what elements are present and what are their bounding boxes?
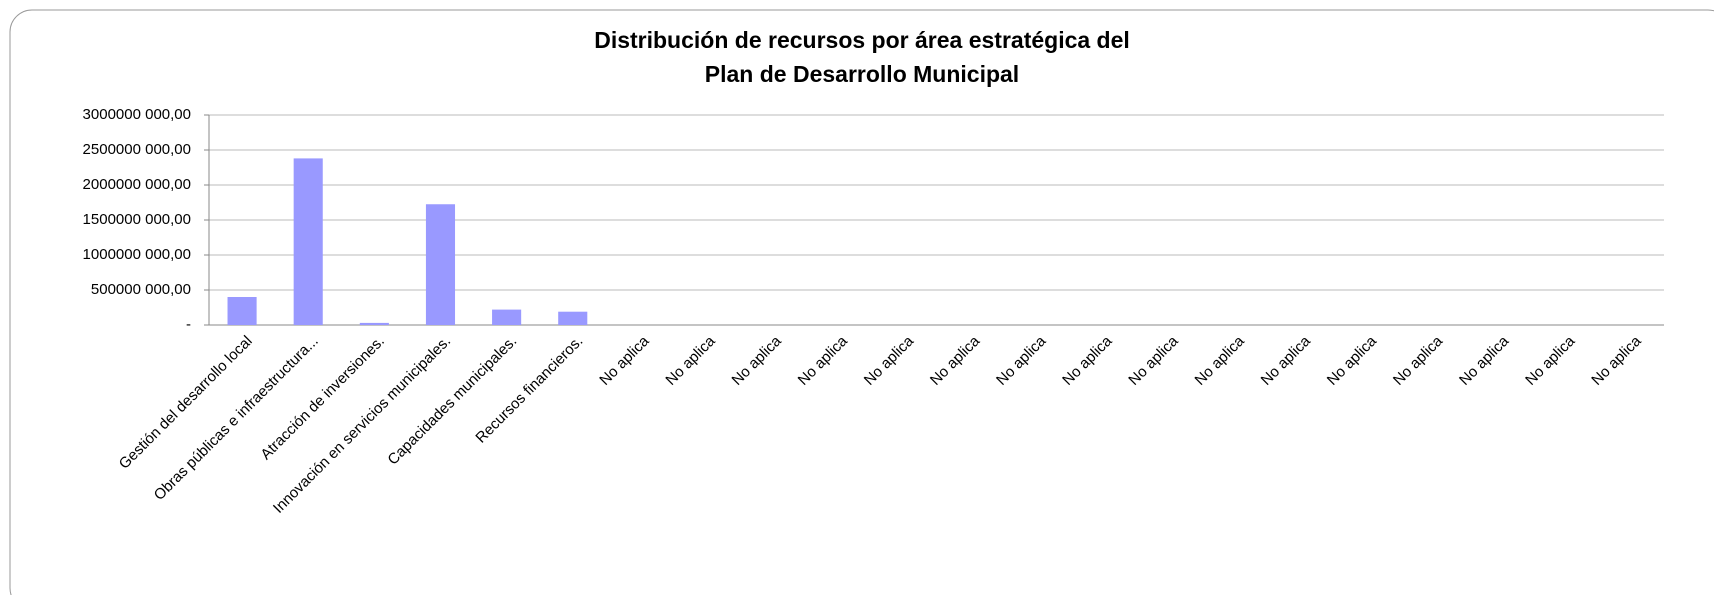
y-tick-label: 2000000 000,00 bbox=[83, 176, 191, 193]
y-tick-label: 1000000 000,00 bbox=[83, 246, 191, 263]
y-tick-label: - bbox=[186, 316, 191, 333]
bar bbox=[492, 309, 522, 325]
chart-title: Plan de Desarrollo Municipal bbox=[705, 61, 1019, 87]
y-tick-label: 1500000 000,00 bbox=[83, 211, 191, 228]
chart-title: Distribución de recursos por área estrat… bbox=[594, 27, 1130, 53]
y-tick-label: 2500000 000,00 bbox=[83, 141, 191, 158]
bar bbox=[227, 297, 257, 325]
y-tick-label: 3000000 000,00 bbox=[83, 106, 191, 123]
chart-frame bbox=[9, 9, 1714, 595]
bar bbox=[293, 158, 323, 325]
bar bbox=[425, 204, 456, 325]
bar bbox=[558, 311, 588, 325]
y-tick-label: 500000 000,00 bbox=[91, 281, 191, 298]
bar bbox=[359, 322, 389, 325]
